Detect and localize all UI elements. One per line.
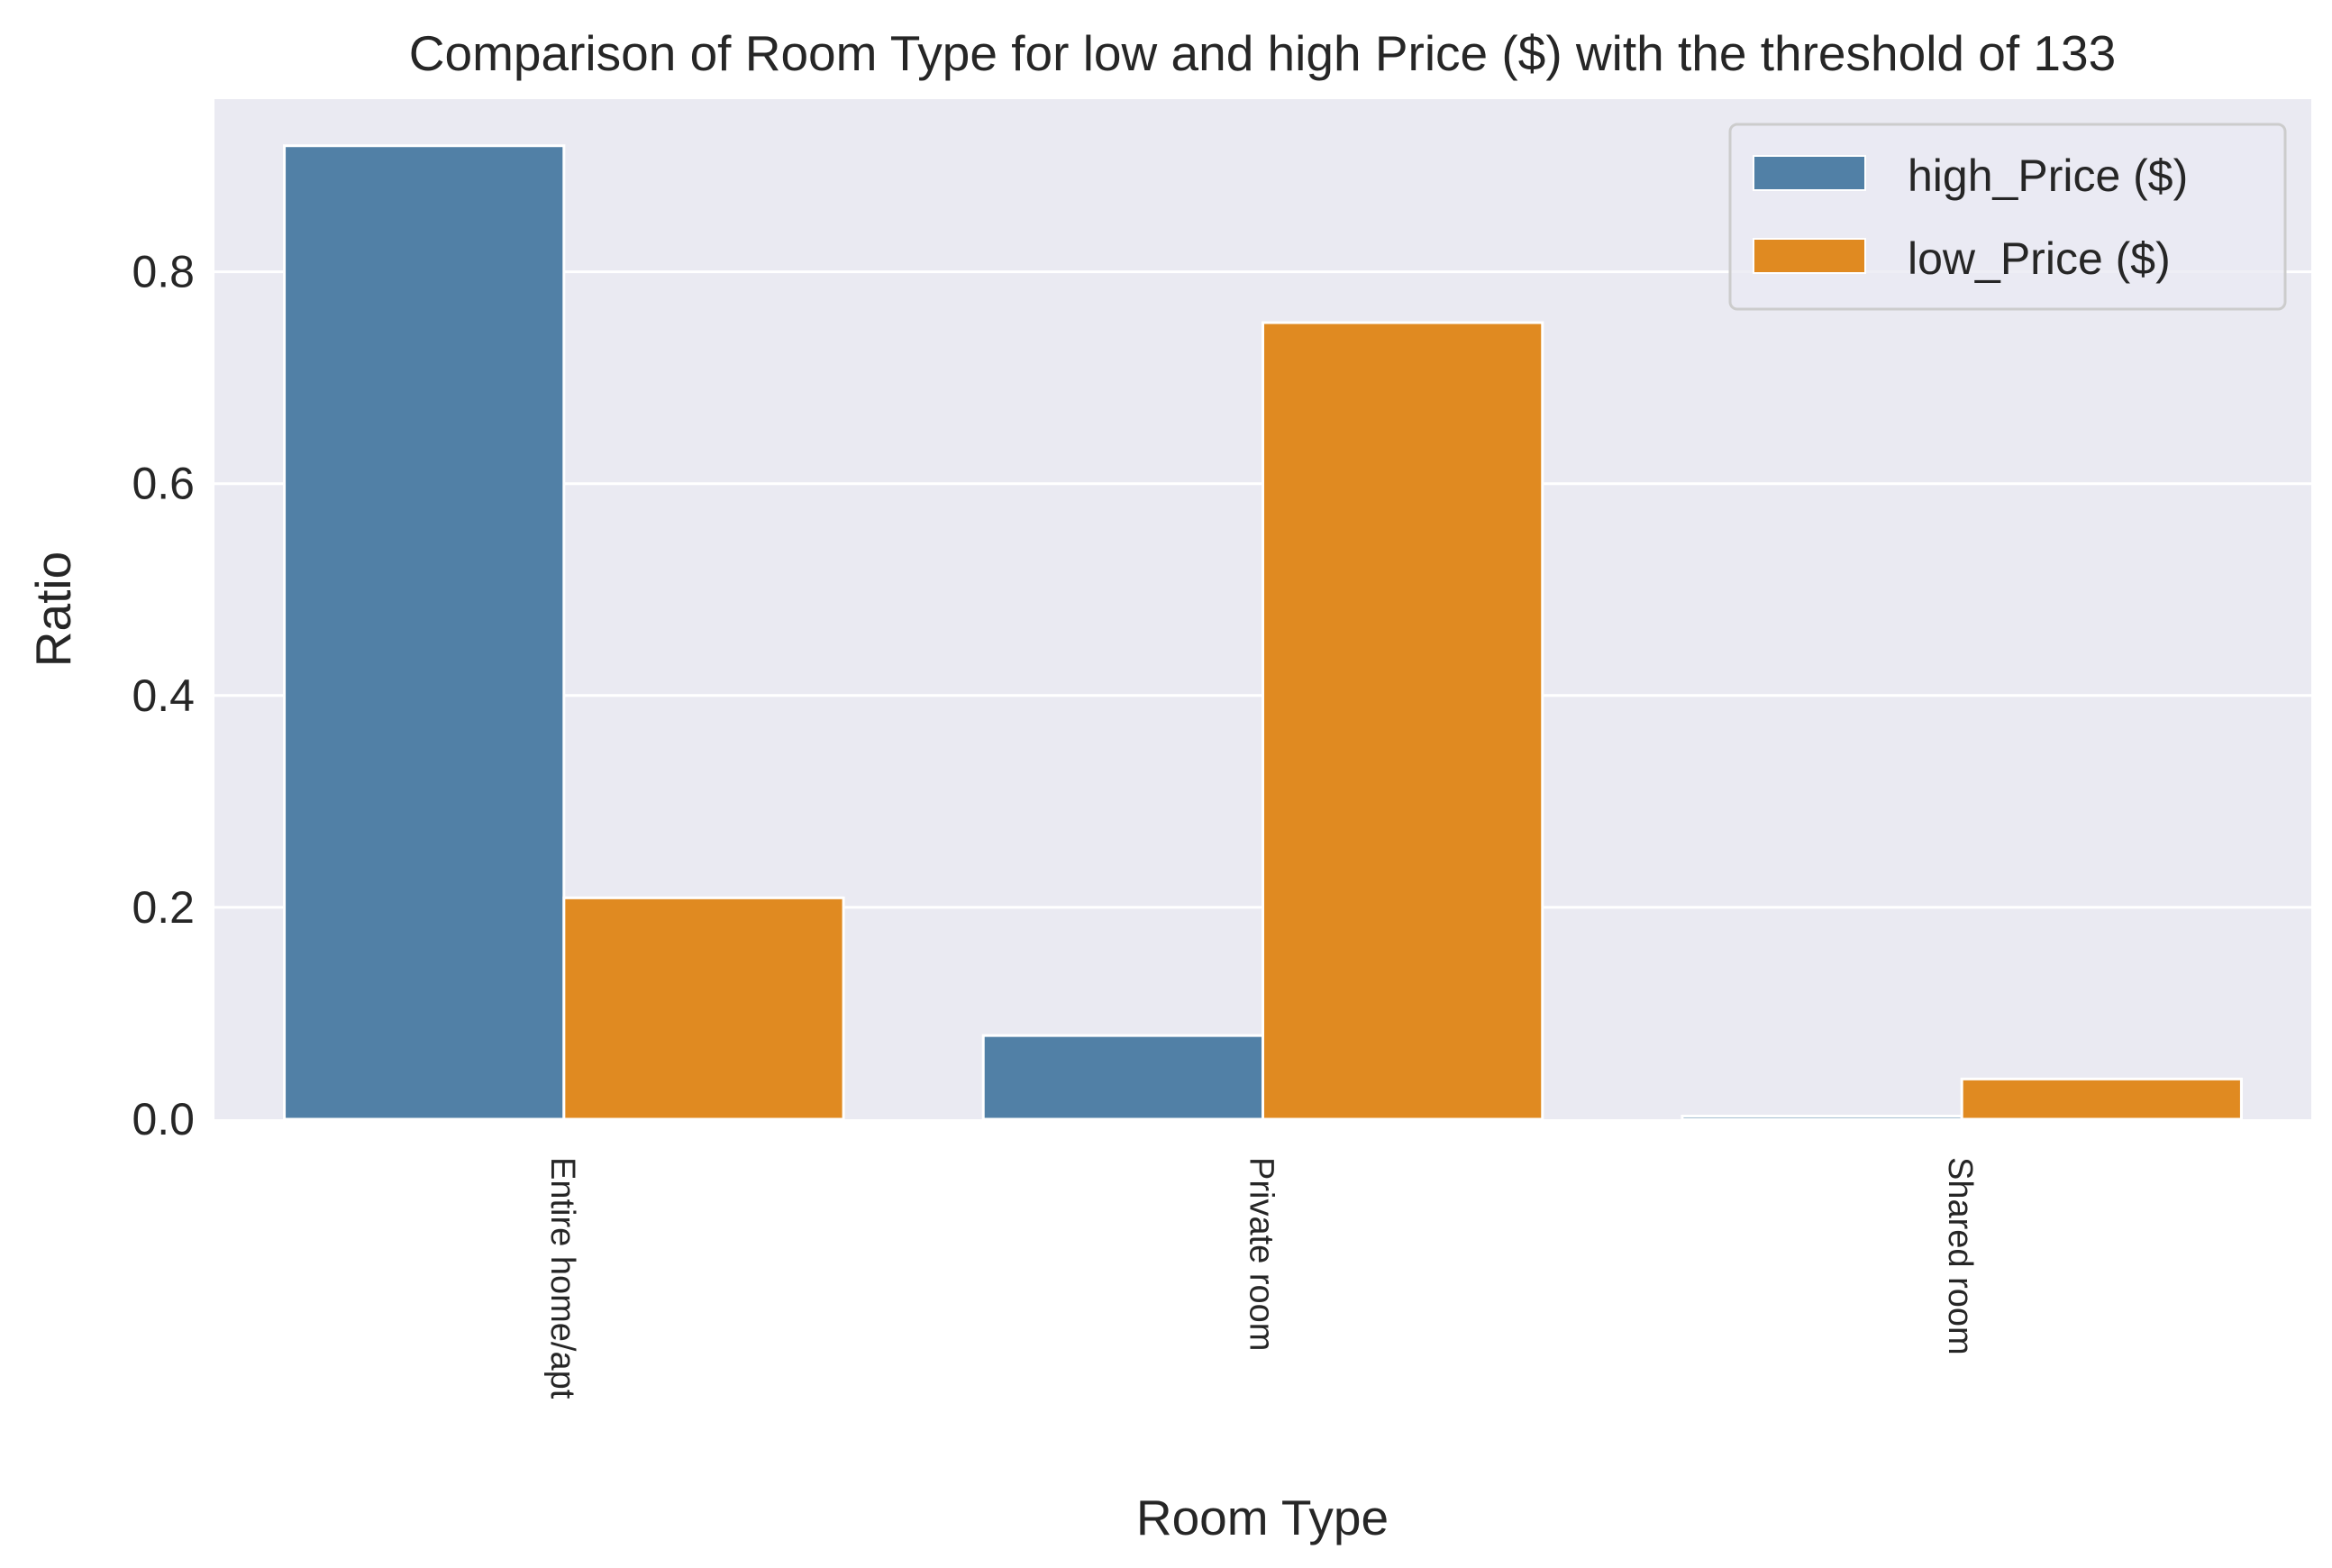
y-tick-label-4: 0.8 [132,247,195,297]
bars [283,144,2243,1121]
legend-swatch-high-price [1753,155,1866,191]
y-axis-label: Ratio [25,552,81,667]
y-tick-label-2: 0.4 [132,670,195,721]
x-tick-label-private-room: Private room [1243,1157,1280,1351]
bar-low-price-entire-home-apt [562,896,845,1121]
x-tick-labels: Entire home/apt Private room Shared room [543,1157,1979,1399]
legend-swatch-low-price [1753,238,1866,274]
bar-high-price-entire-home-apt [283,144,566,1121]
y-tick-label-0: 0.0 [132,1094,195,1144]
y-tick-labels: 0.0 0.2 0.4 0.6 0.8 [132,247,195,1144]
y-tick-label-3: 0.6 [132,459,195,509]
x-axis-label: Room Type [1136,1490,1389,1545]
legend-box [1728,123,2287,311]
legend-label-low-price: low_Price ($) [1908,233,2171,284]
bar-low-price-private-room [1262,321,1544,1121]
legend-label-high-price: high_Price ($) [1908,150,2188,201]
legend: high_Price ($) low_Price ($) [1728,123,2287,311]
bar-high-price-private-room [981,1034,1264,1121]
bar-low-price-shared-room [1960,1077,2243,1121]
bar-high-price-shared-room [1681,1114,1963,1121]
y-tick-label-1: 0.2 [132,882,195,933]
x-tick-label-entire-home-apt: Entire home/apt [543,1157,581,1399]
x-tick-label-shared-room: Shared room [1941,1157,1979,1355]
chart-title: Comparison of Room Type for low and high… [409,25,2116,81]
